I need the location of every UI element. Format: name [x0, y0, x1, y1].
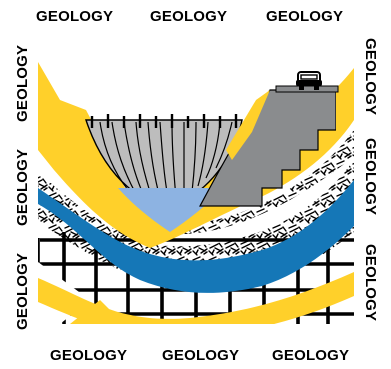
car-icon — [296, 71, 322, 90]
border-label-left-3: GEOLOGY — [14, 253, 31, 330]
yellow-band-left-wedge — [38, 62, 126, 200]
border-label-right-1: GEOLOGY — [362, 38, 379, 115]
border-label-bottom-1: GEOLOGY — [50, 347, 127, 364]
border-label-bottom-3: GEOLOGY — [272, 347, 349, 364]
border-label-right-2: GEOLOGY — [362, 138, 379, 215]
border-label-top-2: GEOLOGY — [150, 8, 227, 25]
border-label-top-1: GEOLOGY — [36, 8, 113, 25]
border-label-bottom-2: GEOLOGY — [162, 347, 239, 364]
road — [275, 85, 339, 93]
border-label-top-3: GEOLOGY — [266, 8, 343, 25]
dam-posts — [90, 114, 238, 128]
yellow-band-bottom — [38, 272, 354, 324]
border-label-left-2: GEOLOGY — [14, 149, 31, 226]
border-labels-top: GEOLOGY GEOLOGY GEOLOGY — [36, 8, 343, 25]
border-label-right-3: GEOLOGY — [362, 244, 379, 321]
water-icon — [118, 188, 224, 232]
border-labels-left: GEOLOGY GEOLOGY GEOLOGY — [14, 45, 31, 330]
border-label-left-1: GEOLOGY — [14, 45, 31, 122]
yellow-band-upper — [38, 68, 354, 248]
border-labels-bottom: GEOLOGY GEOLOGY GEOLOGY — [50, 347, 349, 364]
border-labels-right: GEOLOGY GEOLOGY GEOLOGY — [362, 38, 379, 321]
blue-band — [38, 180, 354, 293]
